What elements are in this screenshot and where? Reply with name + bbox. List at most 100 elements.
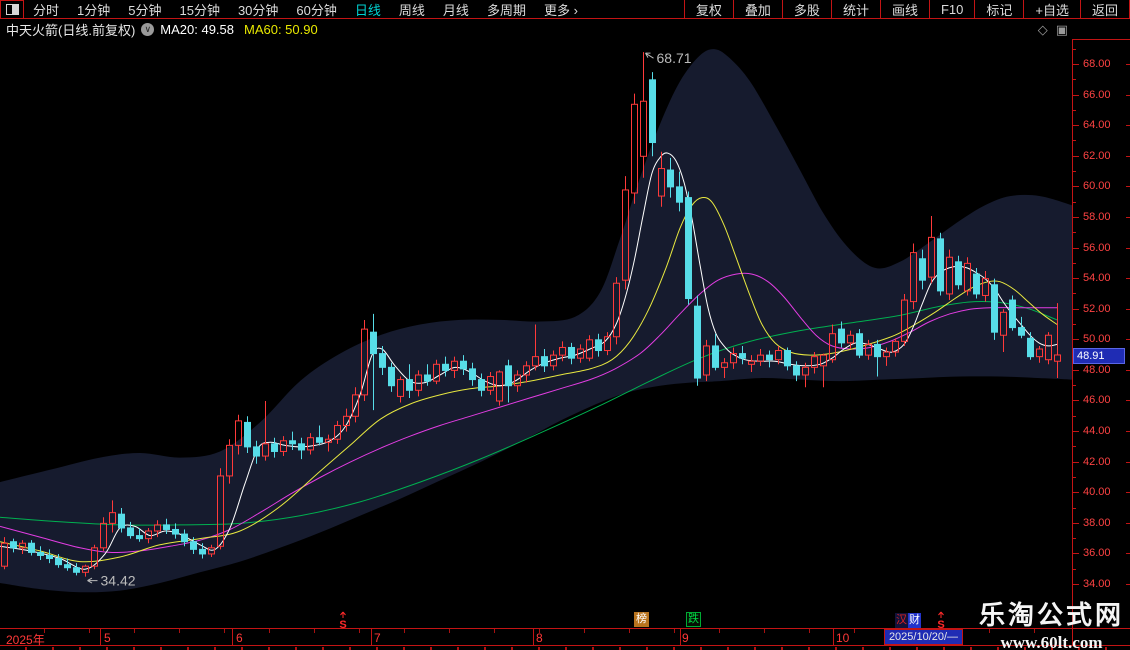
month-separator [100, 629, 101, 645]
candle-111 [1000, 311, 1007, 336]
candle-65 [586, 339, 593, 359]
candle-74 [667, 169, 674, 188]
candle-34 [307, 437, 314, 451]
candle-17 [154, 524, 161, 532]
period-tab-1分钟[interactable]: 1分钟 [77, 2, 111, 18]
candle-35 [316, 437, 323, 443]
y-tick-right [1126, 339, 1130, 341]
candle-68 [613, 282, 620, 338]
chart-canvas[interactable]: 68.71 34.42 S S [0, 40, 1072, 628]
period-tab-日线[interactable]: 日线 [354, 2, 381, 18]
ma20-value: MA20: 49.58 [160, 22, 234, 37]
candle-54 [487, 376, 494, 391]
period-tab-周线[interactable]: 周线 [398, 2, 425, 18]
last-price-tag: 48.91 [1073, 347, 1125, 364]
y-tick-minor [1073, 538, 1076, 540]
stock-title: 中天火箭(日线.前复权) [6, 23, 136, 38]
next-pane-stub [0, 647, 1130, 650]
chart-title-bar: 中天火箭(日线.前复权) ∨ MA20: 49.58 MA60: 50.90 ◇… [0, 20, 1130, 39]
candle-43 [388, 366, 395, 387]
y-axis-label: 66.00 [1083, 88, 1111, 101]
candle-57 [514, 374, 521, 387]
candle-80 [721, 362, 728, 368]
period-tab-更多 ›[interactable]: 更多 › [543, 2, 578, 18]
y-tick-right [1126, 155, 1130, 157]
period-tab-月线[interactable]: 月线 [442, 2, 469, 18]
y-tick-right [1126, 125, 1130, 127]
y-tick [1073, 278, 1079, 280]
period-tab-30分钟[interactable]: 30分钟 [237, 2, 279, 18]
candle-64 [577, 348, 584, 359]
y-tick-minor [1073, 79, 1076, 81]
candle-105 [946, 256, 953, 295]
candle-76 [685, 197, 692, 300]
period-tab-5分钟[interactable]: 5分钟 [128, 2, 162, 18]
y-tick [1073, 155, 1079, 157]
y-tick-right [1126, 216, 1130, 218]
toolbar-action-F10[interactable]: F10 [928, 0, 974, 18]
candle-81 [730, 353, 737, 364]
toolbar-action-+自选[interactable]: +自选 [1023, 0, 1080, 18]
candle-86 [775, 350, 782, 361]
candle-27 [244, 421, 251, 448]
toolbar-action-复权[interactable]: 复权 [683, 0, 733, 18]
candle-108 [973, 273, 980, 295]
y-tick [1073, 308, 1079, 310]
toolbar-action-多股[interactable]: 多股 [781, 0, 831, 18]
candle-41 [370, 331, 377, 355]
candle-61 [550, 354, 557, 367]
y-axis-label: 58.00 [1083, 210, 1111, 223]
candle-90 [811, 356, 818, 368]
candle-18 [163, 524, 170, 530]
candle-7 [64, 564, 71, 569]
window-menu-button[interactable] [0, 0, 24, 19]
y-tick [1073, 400, 1079, 402]
period-tab-60分钟[interactable]: 60分钟 [296, 2, 337, 18]
y-axis-label: 46.00 [1083, 394, 1111, 407]
period-tab-分时[interactable]: 分时 [33, 2, 60, 18]
candle-58 [523, 365, 530, 376]
candle-87 [784, 350, 791, 367]
candle-38 [343, 415, 350, 426]
candle-116 [1045, 334, 1052, 361]
candle-15 [136, 535, 143, 540]
period-tab-15分钟[interactable]: 15分钟 [179, 2, 220, 18]
toolbar-action-叠加[interactable]: 叠加 [732, 0, 782, 18]
collapse-icon[interactable]: ∨ [141, 23, 155, 36]
y-axis-label: 62.00 [1083, 149, 1111, 162]
toolbar-action-画线[interactable]: 画线 [879, 0, 929, 18]
period-toolbar: 分时 1分钟 5分钟 15分钟 30分钟 60分钟 日线 周线 月线 多周期 更多 › 复权 叠加 多股… [0, 0, 1130, 19]
candlestick-chart[interactable]: 68.71 34.42 S S [0, 40, 1072, 628]
y-axis-label: 38.00 [1083, 516, 1111, 529]
axis-corner-separator [1072, 629, 1073, 645]
toolbar-action-统计[interactable]: 统计 [830, 0, 880, 18]
ma-long-green [0, 300, 1058, 526]
y-axis-label: 48.00 [1083, 363, 1111, 376]
candle-19 [172, 528, 179, 535]
date-axis-minor-ticks [0, 629, 1072, 633]
candle-37 [334, 424, 341, 440]
candle-47 [424, 374, 431, 382]
candle-77 [694, 305, 701, 379]
panel-icon[interactable]: ▣ [1055, 21, 1068, 37]
candle-93 [838, 328, 845, 344]
y-tick-minor [1073, 140, 1076, 142]
diamond-icon[interactable]: ◇ [1037, 21, 1048, 37]
period-tab-多周期[interactable]: 多周期 [486, 2, 526, 18]
y-tick-right [1126, 584, 1130, 585]
y-tick-minor [1073, 476, 1076, 478]
y-tick [1073, 553, 1079, 555]
toolbar-action-返回[interactable]: 返回 [1079, 0, 1130, 18]
candle-11 [100, 522, 107, 549]
candle-42 [379, 353, 386, 368]
candle-2 [19, 542, 26, 549]
candle-114 [1027, 337, 1034, 358]
month-separator [533, 629, 534, 645]
candle-67 [604, 336, 611, 352]
candle-66 [595, 339, 602, 352]
y-tick-right [1126, 461, 1130, 463]
candle-29 [262, 443, 269, 457]
toolbar-action-标记[interactable]: 标记 [974, 0, 1023, 18]
candle-6 [55, 558, 62, 566]
